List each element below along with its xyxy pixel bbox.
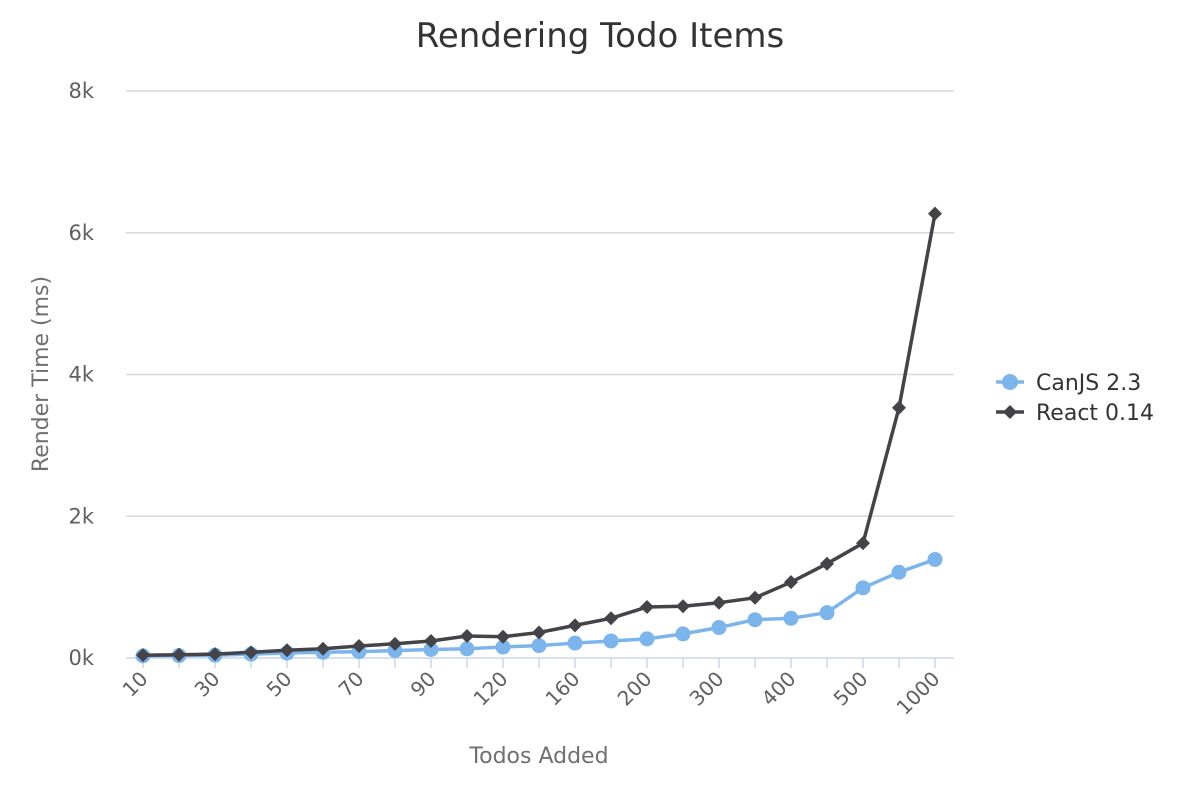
chart-title: Rendering Todo Items — [416, 16, 785, 56]
x-tick-label: 50 — [262, 667, 297, 702]
data-point — [927, 551, 943, 567]
data-point — [208, 647, 222, 662]
data-point — [819, 605, 835, 621]
data-point — [604, 611, 618, 626]
legend: CanJS 2.3 React 0.14 — [996, 371, 1154, 426]
data-point — [711, 620, 727, 636]
data-point — [460, 629, 474, 644]
x-tick-label: 500 — [829, 667, 873, 711]
data-point — [783, 610, 799, 626]
data-point — [459, 641, 475, 657]
data-point — [747, 612, 763, 628]
data-point — [423, 641, 439, 657]
data-point — [784, 575, 798, 590]
legend-item[interactable]: CanJS 2.3 — [996, 371, 1141, 396]
x-tick-label: 30 — [190, 667, 225, 702]
y-tick-label: 2k — [68, 504, 94, 528]
x-tick-label: 400 — [757, 667, 801, 711]
x-tick-label: 70 — [334, 667, 369, 702]
x-tick-label: 10 — [118, 667, 153, 702]
data-point — [603, 633, 619, 649]
data-point — [136, 648, 150, 663]
series-1 — [136, 206, 942, 663]
y-tick-label: 8k — [68, 79, 94, 103]
y-tick-label: 6k — [68, 221, 94, 245]
y-axis-title: Render Time (ms) — [29, 276, 54, 472]
data-point — [568, 618, 582, 633]
data-point — [495, 639, 511, 655]
data-point — [316, 641, 330, 656]
y-tick-label: 4k — [68, 363, 94, 387]
data-point — [675, 626, 691, 642]
x-axis: 10 30 50 70 90 120 160 200 300 400 500 1000 — [118, 658, 945, 720]
y-axis-ticks: 0k 2k 4k 6k 8k — [68, 79, 94, 670]
data-point — [712, 595, 726, 610]
legend-symbol — [1003, 405, 1017, 419]
data-point — [352, 638, 366, 653]
data-point — [891, 564, 907, 580]
data-point — [640, 599, 654, 614]
legend-symbol — [1002, 374, 1018, 390]
data-point — [532, 625, 546, 640]
data-point — [531, 638, 547, 654]
x-tick-label: 160 — [541, 667, 585, 711]
series-line — [141, 211, 937, 657]
data-point — [639, 631, 655, 647]
legend-item[interactable]: React 0.14 — [996, 401, 1154, 426]
data-point — [855, 580, 871, 596]
y-tick-label: 0k — [68, 646, 94, 670]
data-point — [567, 635, 583, 651]
data-point — [856, 536, 870, 551]
data-point — [388, 636, 402, 651]
data-point — [676, 599, 690, 614]
data-point — [424, 633, 438, 648]
x-tick-label: 120 — [469, 667, 513, 711]
data-point — [172, 647, 186, 662]
x-tick-label: 200 — [613, 667, 657, 711]
data-point — [892, 400, 906, 415]
series-layer — [135, 206, 943, 664]
x-axis-title: Todos Added — [468, 744, 608, 769]
x-tick-label: 300 — [685, 667, 729, 711]
x-tick-label: 1000 — [892, 667, 945, 720]
x-tick-label: 90 — [406, 667, 441, 702]
data-point — [280, 643, 294, 658]
data-point — [748, 590, 762, 605]
data-point — [820, 556, 834, 571]
data-point — [928, 206, 942, 221]
data-point — [244, 645, 258, 660]
legend-label: React 0.14 — [1036, 401, 1154, 426]
series-0 — [135, 551, 943, 664]
legend-label: CanJS 2.3 — [1036, 371, 1141, 396]
data-point — [496, 629, 510, 644]
gridlines — [126, 90, 954, 659]
